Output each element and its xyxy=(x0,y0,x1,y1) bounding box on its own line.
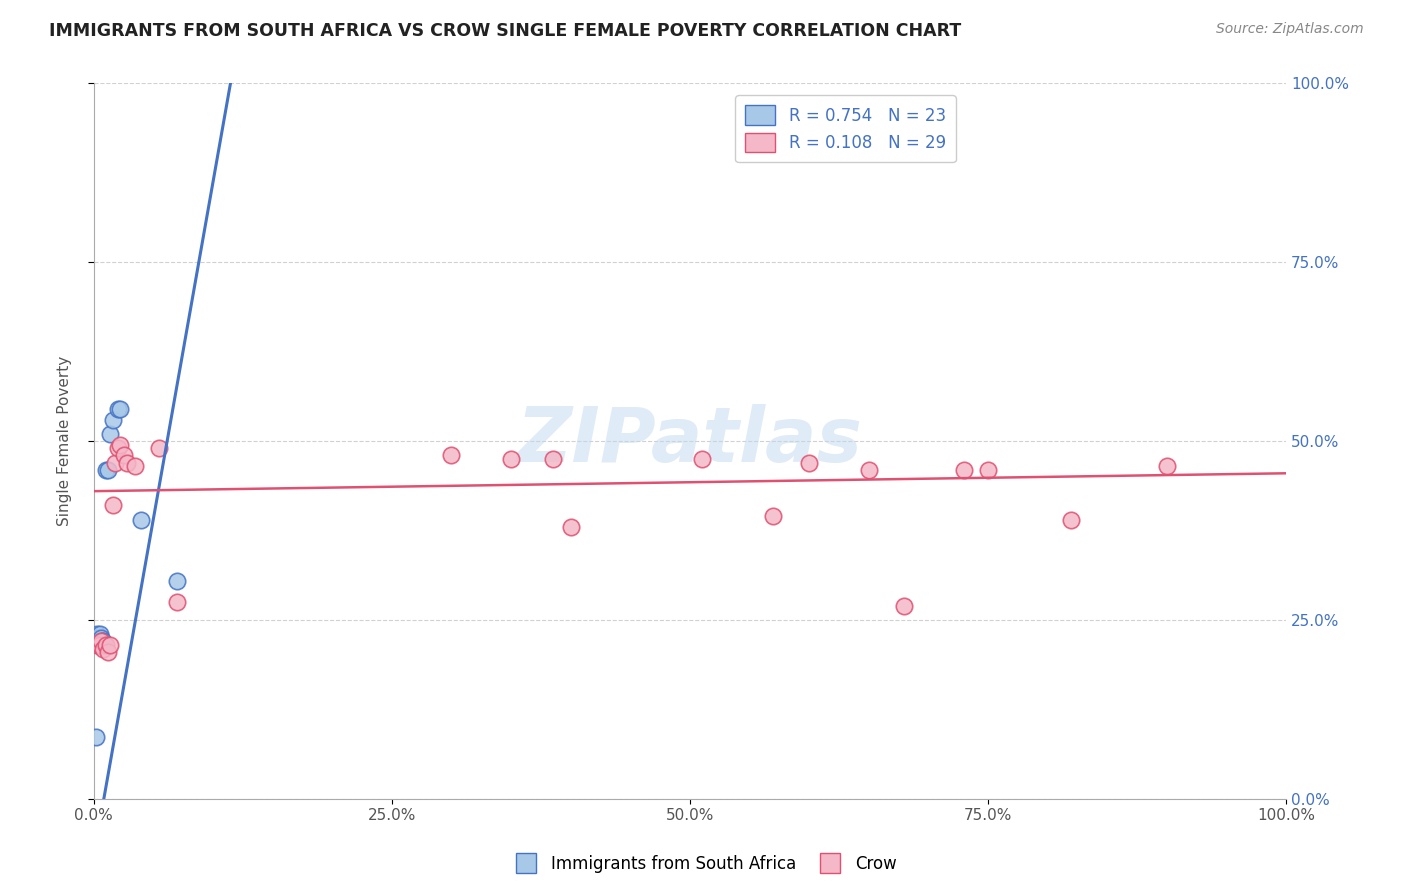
Point xyxy=(86,638,108,652)
Point xyxy=(91,638,114,652)
Point xyxy=(108,438,131,452)
Point xyxy=(112,449,135,463)
Text: Source: ZipAtlas.com: Source: ZipAtlas.com xyxy=(1216,22,1364,37)
Legend: Immigrants from South Africa, Crow: Immigrants from South Africa, Crow xyxy=(503,848,903,880)
Text: ZIPatlas: ZIPatlas xyxy=(517,404,863,478)
Point xyxy=(1060,513,1083,527)
Point xyxy=(93,638,115,652)
Point xyxy=(893,599,915,613)
Point xyxy=(131,513,153,527)
Point xyxy=(91,634,114,648)
Point xyxy=(148,442,170,456)
Point xyxy=(101,499,124,513)
Y-axis label: Single Female Poverty: Single Female Poverty xyxy=(58,356,72,526)
Point xyxy=(90,638,112,652)
Legend: R = 0.754   N = 23, R = 0.108   N = 29: R = 0.754 N = 23, R = 0.108 N = 29 xyxy=(735,95,956,162)
Point xyxy=(541,452,564,467)
Point xyxy=(560,520,582,534)
Point xyxy=(91,638,114,652)
Point xyxy=(166,574,188,588)
Point xyxy=(90,631,112,645)
Point xyxy=(440,449,463,463)
Point xyxy=(89,638,111,652)
Point xyxy=(115,456,138,470)
Text: IMMIGRANTS FROM SOUTH AFRICA VS CROW SINGLE FEMALE POVERTY CORRELATION CHART: IMMIGRANTS FROM SOUTH AFRICA VS CROW SIN… xyxy=(49,22,962,40)
Point xyxy=(89,638,111,652)
Point xyxy=(97,645,120,659)
Point xyxy=(107,442,129,456)
Point xyxy=(166,595,188,609)
Point xyxy=(89,634,111,648)
Point xyxy=(953,463,976,477)
Point xyxy=(499,452,522,467)
Point xyxy=(91,641,114,656)
Point xyxy=(107,401,129,416)
Point xyxy=(97,463,120,477)
Point xyxy=(87,638,110,652)
Point xyxy=(87,634,110,648)
Point xyxy=(90,634,112,648)
Point xyxy=(858,463,880,477)
Point xyxy=(762,509,785,524)
Point xyxy=(101,412,124,426)
Point xyxy=(108,401,131,416)
Point xyxy=(100,426,122,441)
Point xyxy=(86,627,108,641)
Point xyxy=(86,631,108,645)
Point xyxy=(100,638,122,652)
Point xyxy=(94,638,117,652)
Point xyxy=(84,730,107,744)
Point xyxy=(690,452,713,467)
Point xyxy=(91,634,114,648)
Point xyxy=(124,459,146,474)
Point xyxy=(797,456,820,470)
Point xyxy=(1156,459,1178,474)
Point xyxy=(94,463,117,477)
Point xyxy=(89,627,111,641)
Point xyxy=(977,463,1000,477)
Point xyxy=(104,456,127,470)
